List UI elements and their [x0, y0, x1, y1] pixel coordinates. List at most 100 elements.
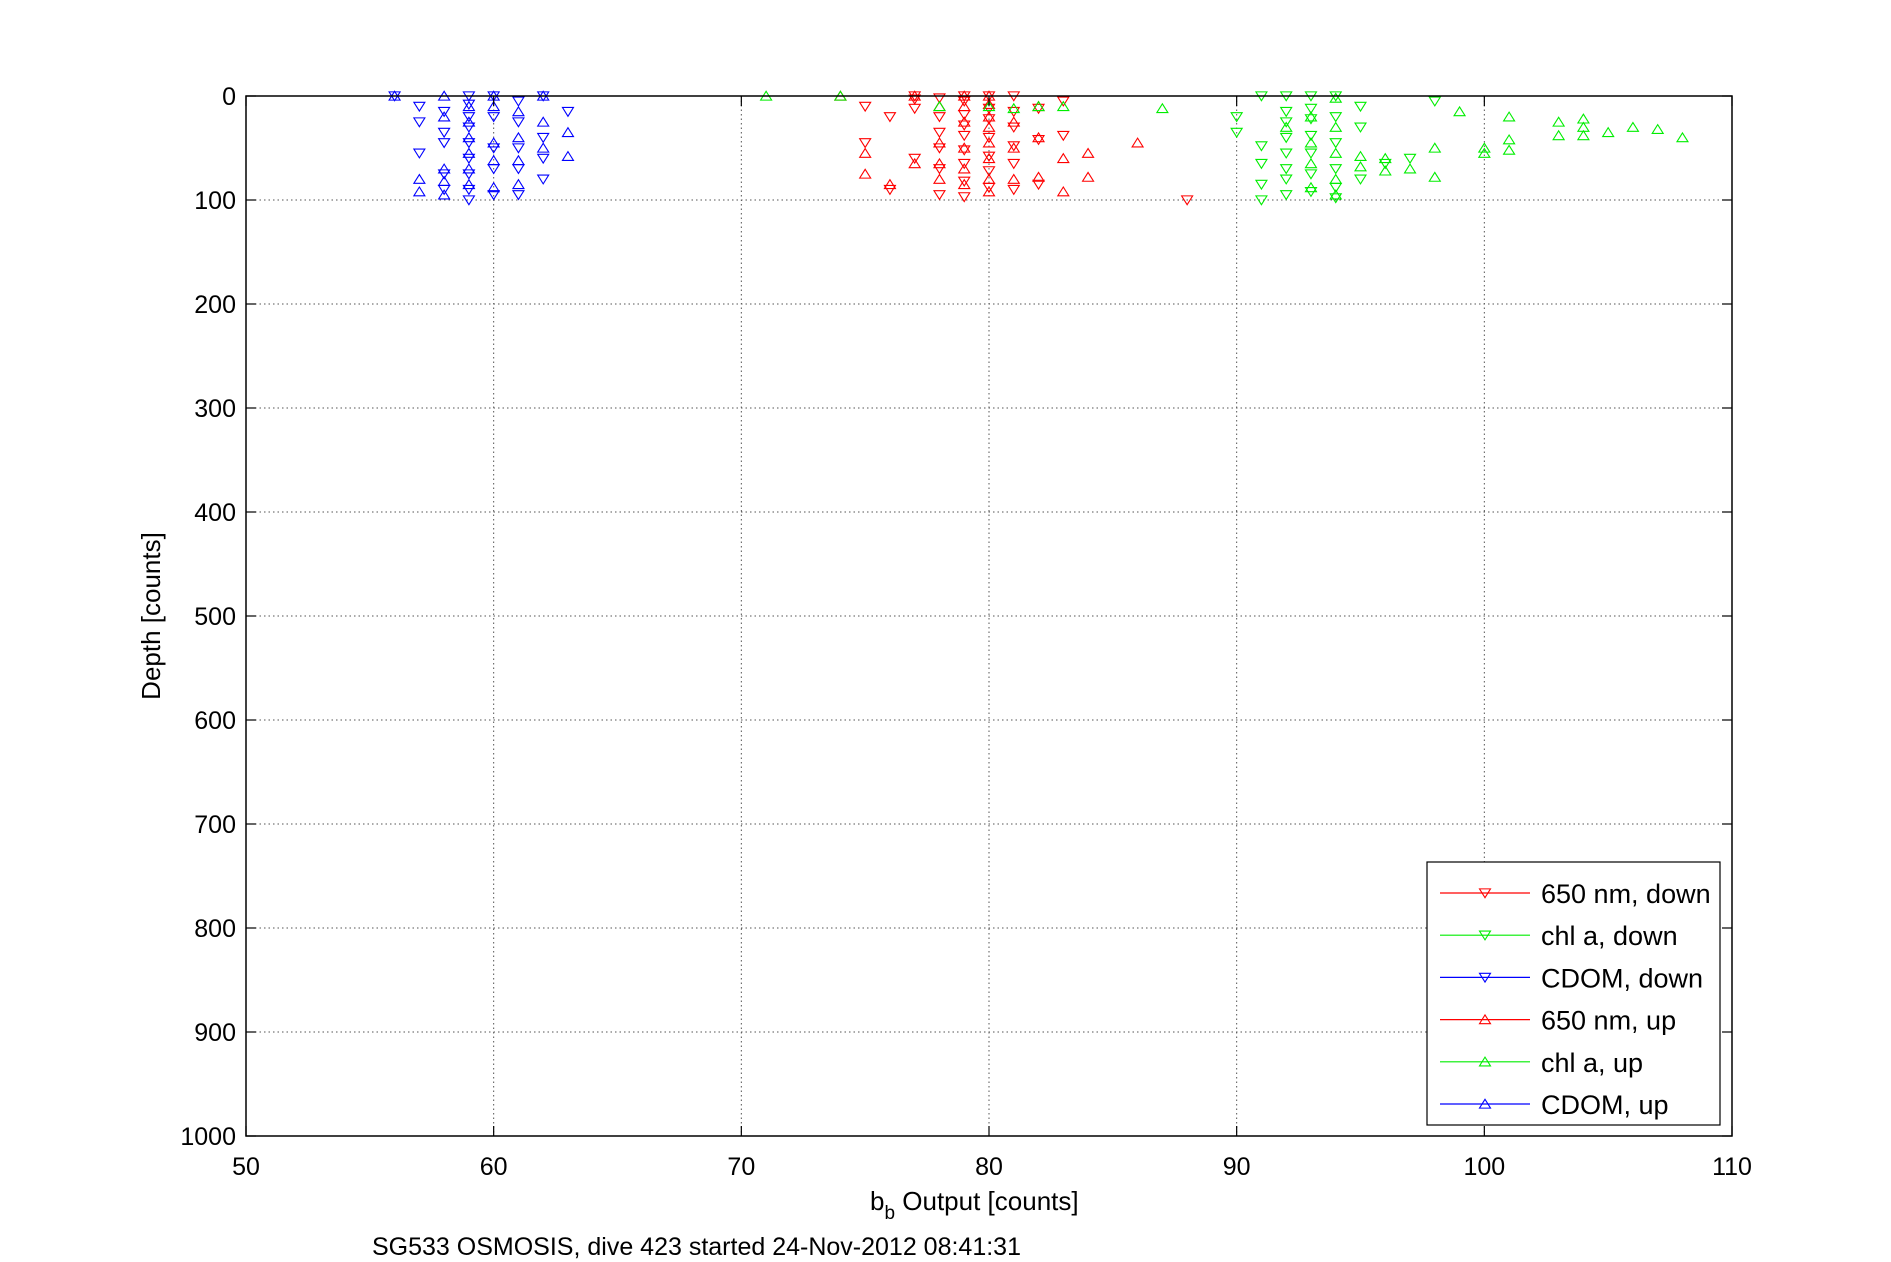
data-point [511, 105, 525, 117]
data-point [1552, 129, 1566, 141]
data-point [1254, 141, 1268, 152]
data-point [957, 145, 971, 156]
data-point [957, 192, 971, 203]
data-point [1254, 158, 1268, 170]
data-point [437, 189, 451, 200]
data-point [1230, 127, 1244, 139]
data-point [908, 157, 922, 169]
data-point [487, 154, 501, 166]
data-point [1304, 169, 1318, 180]
data-point [982, 137, 996, 148]
legend: 650 nm, down chl a, down CDOM, down 650 nm,… [1426, 861, 1721, 1126]
data-point [957, 130, 971, 142]
x-tick-label: 70 [727, 1153, 755, 1181]
data-point [437, 127, 451, 139]
data-point [1477, 147, 1491, 158]
data-point [536, 142, 550, 153]
data-point [1428, 142, 1442, 153]
data-point [1329, 189, 1343, 200]
data-point [932, 164, 946, 175]
x-tick-label: 60 [480, 1153, 508, 1181]
x-tick-label: 50 [232, 1153, 260, 1181]
y-tick-label: 800 [194, 915, 236, 943]
data-point [1675, 131, 1689, 143]
legend-label: CDOM, up [1541, 1090, 1669, 1120]
data-point [858, 168, 872, 179]
data-point [1279, 132, 1293, 144]
data-point [908, 94, 922, 105]
y-tick-label: 1000 [180, 1123, 236, 1151]
data-point [982, 111, 996, 122]
data-point [462, 169, 476, 180]
data-point [957, 178, 971, 190]
series-cdom-down [388, 91, 575, 206]
y-axis-label: Depth [counts] [136, 532, 166, 700]
x-tick-label: 100 [1463, 1153, 1505, 1181]
data-point [462, 147, 476, 158]
data-point [1180, 195, 1194, 206]
data-point [1032, 135, 1046, 146]
data-point [932, 173, 946, 184]
data-point [858, 138, 872, 149]
data-point [1254, 179, 1268, 191]
y-tick-label: 400 [194, 499, 236, 527]
data-point [487, 137, 501, 148]
data-point [412, 148, 426, 159]
data-point [982, 98, 996, 109]
x-tick-label: 80 [975, 1153, 1003, 1181]
data-point [487, 181, 501, 193]
legend-marker [1478, 1013, 1492, 1025]
data-point [908, 103, 922, 115]
y-tick-label: 100 [194, 187, 236, 215]
data-point [462, 99, 476, 111]
data-point [487, 143, 501, 154]
x-tick-label: 90 [1223, 1153, 1251, 1181]
data-point [957, 176, 971, 187]
data-point [982, 166, 996, 177]
data-point [462, 131, 476, 143]
data-point [1279, 164, 1293, 175]
data-point [1304, 157, 1318, 169]
data-point [462, 122, 476, 133]
data-point [511, 131, 525, 143]
data-point [412, 101, 426, 113]
data-point [982, 100, 996, 112]
data-point [1354, 161, 1367, 172]
data-point [1329, 121, 1343, 132]
data-point [1601, 126, 1615, 138]
data-point [1279, 121, 1293, 132]
data-point [1329, 193, 1343, 204]
data-point [1279, 117, 1293, 128]
data-point [412, 173, 426, 184]
data-point [1007, 106, 1021, 118]
legend-entry: chl a, down [1440, 921, 1678, 951]
data-point [412, 185, 426, 197]
data-point [932, 93, 946, 104]
data-point [561, 150, 575, 161]
data-point [957, 158, 971, 170]
data-point [1329, 147, 1343, 158]
data-point [1428, 96, 1442, 107]
data-point [883, 184, 897, 196]
y-tick-label: 600 [194, 707, 236, 735]
data-point [883, 178, 897, 190]
data-point [561, 126, 575, 138]
data-point [957, 96, 971, 107]
data-point [1403, 163, 1417, 174]
data-point [982, 152, 996, 164]
data-point [1007, 102, 1021, 114]
data-point [982, 132, 996, 144]
data-point [462, 153, 476, 165]
legend-marker [1478, 972, 1492, 984]
data-point [437, 169, 451, 180]
data-point [858, 147, 872, 158]
data-point [511, 117, 525, 128]
data-point [1007, 141, 1021, 152]
y-tick-label: 200 [194, 291, 236, 319]
data-point [1056, 96, 1070, 107]
legend-entry: 650 nm, up [1440, 1006, 1676, 1036]
data-point [1502, 111, 1516, 122]
data-point [462, 184, 476, 196]
data-point [1378, 165, 1392, 176]
